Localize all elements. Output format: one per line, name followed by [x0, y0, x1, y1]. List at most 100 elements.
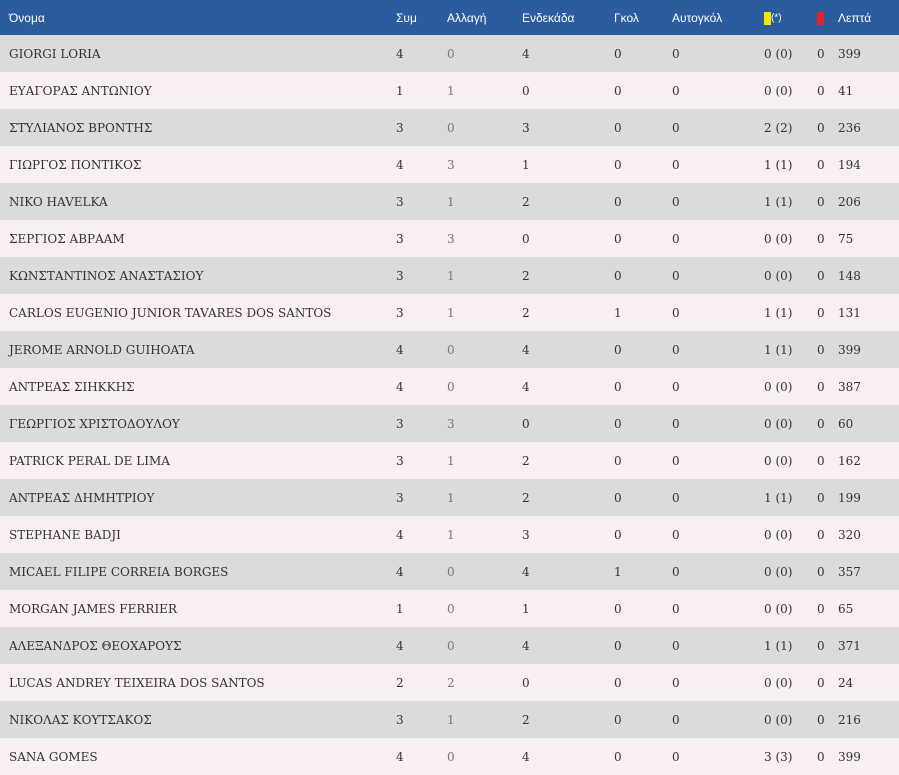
player-name-cell[interactable]: ΣΤΥΛΙΑΝΟΣ ΒΡΟΝΤΗΣ — [9, 120, 153, 135]
substitutions-cell: 1 — [447, 490, 455, 505]
goals-cell: 0 — [614, 490, 622, 505]
column-header-starting[interactable]: Ενδεκάδα — [522, 10, 575, 25]
player-name-cell[interactable]: ΓΙΩΡΓΟΣ ΠΟΝΤΙΚΟΣ — [9, 157, 142, 172]
goals-cell: 0 — [614, 120, 622, 135]
red-card-icon — [817, 11, 824, 25]
player-name-cell[interactable]: PATRICK PERAL DE LIMA — [9, 453, 170, 468]
red-cards-cell: 0 — [817, 379, 825, 394]
appearances-cell: 3 — [396, 231, 404, 246]
red-cards-cell: 0 — [817, 675, 825, 690]
yellow-cards-cell: 0 (0) — [764, 453, 793, 468]
starting-cell: 2 — [522, 453, 530, 468]
minutes-cell: 199 — [838, 490, 861, 505]
column-header-name[interactable]: Όνομα — [9, 10, 45, 25]
player-name-cell[interactable]: ΣΕΡΓΙΟΣ ΑΒΡΑΑΜ — [9, 231, 125, 246]
red-cards-cell: 0 — [817, 46, 825, 61]
minutes-cell: 131 — [838, 305, 861, 320]
column-header-yellow-cards[interactable]: (*) — [764, 0, 817, 35]
goals-cell: 0 — [614, 527, 622, 542]
player-name-cell[interactable]: SANA GOMES — [9, 749, 98, 764]
yellow-card-icon — [764, 11, 771, 25]
player-name-cell[interactable]: STEPHANE BADJI — [9, 527, 121, 542]
player-name-cell[interactable]: GIORGI LORIA — [9, 46, 101, 61]
substitutions-cell: 3 — [447, 157, 455, 172]
player-name-cell[interactable]: CARLOS EUGENIO JUNIOR TAVARES DOS SANTOS — [9, 305, 332, 320]
starting-cell: 4 — [522, 564, 530, 579]
minutes-cell: 194 — [838, 157, 861, 172]
substitutions-cell: 3 — [447, 231, 455, 246]
minutes-cell: 206 — [838, 194, 861, 209]
starting-cell: 4 — [522, 638, 530, 653]
table-row: ΓΕΩΡΓΙΟΣ ΧΡΙΣΤΟΔΟΥΛΟΥ 3 3 0 0 0 0 (0) 0 60 — [0, 405, 899, 442]
player-name-cell[interactable]: MORGAN JAMES FERRIER — [9, 601, 177, 616]
own-goals-cell: 0 — [672, 194, 680, 209]
starting-cell: 1 — [522, 601, 530, 616]
table-header-row: Όνομα Συμ Αλλαγή Ενδεκάδα Γκολ Αυτογκόλ … — [0, 0, 899, 35]
player-name-cell[interactable]: ΚΩΝΣΤΑΝΤΙΝΟΣ ΑΝΑΣΤΑΣΙΟΥ — [9, 268, 204, 283]
column-header-minutes[interactable]: Λεπτά — [838, 10, 872, 25]
player-name-cell[interactable]: ΓΕΩΡΓΙΟΣ ΧΡΙΣΤΟΔΟΥΛΟΥ — [9, 416, 180, 431]
table-row: ΣΕΡΓΙΟΣ ΑΒΡΑΑΜ 3 3 0 0 0 0 (0) 0 75 — [0, 220, 899, 257]
player-name-cell[interactable]: ΑΝΤΡΕΑΣ ΔΗΜΗΤΡΙΟΥ — [9, 490, 155, 505]
yellow-cards-cell: 0 (0) — [764, 379, 793, 394]
yellow-cards-cell: 1 (1) — [764, 342, 793, 357]
red-cards-cell: 0 — [817, 638, 825, 653]
own-goals-cell: 0 — [672, 527, 680, 542]
appearances-cell: 3 — [396, 416, 404, 431]
column-header-own-goals[interactable]: Αυτογκόλ — [672, 10, 723, 25]
own-goals-cell: 0 — [672, 46, 680, 61]
appearances-cell: 2 — [396, 675, 404, 690]
red-cards-cell: 0 — [817, 490, 825, 505]
substitutions-cell: 0 — [447, 120, 455, 135]
own-goals-cell: 0 — [672, 157, 680, 172]
column-header-goals[interactable]: Γκολ — [614, 10, 639, 25]
player-name-cell[interactable]: ΑΝΤΡΕΑΣ ΣΙΗΚΚΗΣ — [9, 379, 135, 394]
table-row: MICAEL FILIPE CORREIA BORGES 4 0 4 1 0 0 (0) 0 3… — [0, 553, 899, 590]
yellow-cards-cell: 0 (0) — [764, 675, 793, 690]
column-header-appearances[interactable]: Συμ — [396, 10, 417, 25]
minutes-cell: 399 — [838, 342, 861, 357]
red-cards-cell: 0 — [817, 83, 825, 98]
table-row: ΑΝΤΡΕΑΣ ΣΙΗΚΚΗΣ 4 0 4 0 0 0 (0) 0 387 — [0, 368, 899, 405]
starting-cell: 4 — [522, 749, 530, 764]
own-goals-cell: 0 — [672, 305, 680, 320]
player-name-cell[interactable]: NIKO HAVELKA — [9, 194, 108, 209]
own-goals-cell: 0 — [672, 564, 680, 579]
yellow-cards-cell: 1 (1) — [764, 157, 793, 172]
red-cards-cell: 0 — [817, 453, 825, 468]
player-name-cell[interactable]: MICAEL FILIPE CORREIA BORGES — [9, 564, 229, 579]
player-name-cell[interactable]: ΑΛΕΞΑΝΔΡΟΣ ΘΕΟΧΑΡΟΥΣ — [9, 638, 182, 653]
table-row: ΕΥΑΓΟΡΑΣ ΑΝΤΩΝΙΟΥ 1 1 0 0 0 0 (0) 0 41 — [0, 72, 899, 109]
substitutions-cell: 1 — [447, 305, 455, 320]
yellow-cards-cell: 0 (0) — [764, 564, 793, 579]
starting-cell: 0 — [522, 675, 530, 690]
goals-cell: 1 — [614, 305, 622, 320]
goals-cell: 0 — [614, 379, 622, 394]
own-goals-cell: 0 — [672, 83, 680, 98]
player-name-cell[interactable]: LUCAS ANDREY TEIXEIRA DOS SANTOS — [9, 675, 265, 690]
starting-cell: 2 — [522, 305, 530, 320]
starting-cell: 2 — [522, 712, 530, 727]
substitutions-cell: 3 — [447, 416, 455, 431]
table-row: ΝΙΚΟΛΑΣ ΚΟΥΤΣΑΚΟΣ 3 1 2 0 0 0 (0) 0 216 — [0, 701, 899, 738]
table-row: ΚΩΝΣΤΑΝΤΙΝΟΣ ΑΝΑΣΤΑΣΙΟΥ 3 1 2 0 0 0 (0) 0 148 — [0, 257, 899, 294]
table-row: NIKO HAVELKA 3 1 2 0 0 1 (1) 0 206 — [0, 183, 899, 220]
column-header-red-cards[interactable] — [817, 0, 838, 35]
table-row: ΑΝΤΡΕΑΣ ΔΗΜΗΤΡΙΟΥ 3 1 2 0 0 1 (1) 0 199 — [0, 479, 899, 516]
player-name-cell[interactable]: ΝΙΚΟΛΑΣ ΚΟΥΤΣΑΚΟΣ — [9, 712, 152, 727]
starting-cell: 0 — [522, 416, 530, 431]
column-header-substitutions[interactable]: Αλλαγή — [447, 10, 487, 25]
player-name-cell[interactable]: ΕΥΑΓΟΡΑΣ ΑΝΤΩΝΙΟΥ — [9, 83, 152, 98]
substitutions-cell: 0 — [447, 342, 455, 357]
substitutions-cell: 0 — [447, 601, 455, 616]
own-goals-cell: 0 — [672, 490, 680, 505]
substitutions-cell: 1 — [447, 527, 455, 542]
substitutions-cell: 0 — [447, 749, 455, 764]
yellow-cards-cell: 0 (0) — [764, 268, 793, 283]
yellow-cards-cell: 0 (0) — [764, 46, 793, 61]
appearances-cell: 1 — [396, 601, 404, 616]
table-row: ΑΛΕΞΑΝΔΡΟΣ ΘΕΟΧΑΡΟΥΣ 4 0 4 0 0 1 (1) 0 371 — [0, 627, 899, 664]
red-cards-cell: 0 — [817, 157, 825, 172]
player-name-cell[interactable]: JEROME ARNOLD GUIHOATA — [9, 342, 195, 357]
minutes-cell: 236 — [838, 120, 861, 135]
